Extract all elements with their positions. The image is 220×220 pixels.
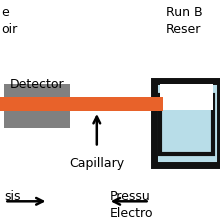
Text: sis: sis xyxy=(4,190,21,203)
Bar xyxy=(0,97,163,111)
Bar xyxy=(154,81,220,165)
Text: Capillary: Capillary xyxy=(69,157,124,170)
Text: e: e xyxy=(1,6,9,18)
Text: Electro: Electro xyxy=(110,207,154,220)
Text: Detector: Detector xyxy=(10,78,65,91)
Bar xyxy=(4,84,70,128)
Text: oir: oir xyxy=(1,23,17,36)
Text: Pressu: Pressu xyxy=(110,190,151,203)
Bar xyxy=(160,95,213,154)
Bar xyxy=(160,84,213,110)
Text: Run B: Run B xyxy=(166,6,203,18)
Text: Reser: Reser xyxy=(166,23,202,36)
